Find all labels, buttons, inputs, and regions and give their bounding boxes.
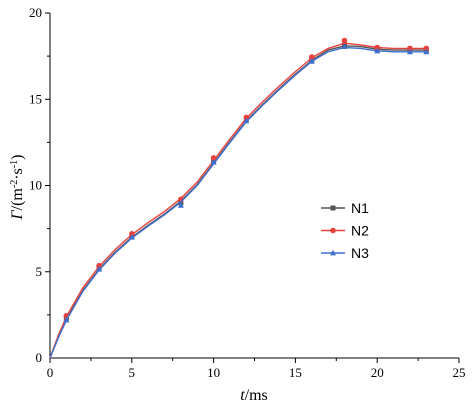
legend-item-n3: N3 [321, 245, 369, 261]
y-axis-title: Γ/(m-2·s-1) [9, 155, 27, 221]
legend-label-n2: N2 [351, 223, 369, 239]
data-point-n3 [423, 48, 430, 55]
legend-marker-n2 [330, 227, 336, 234]
y-axis-unit-prefix: /(m [9, 188, 26, 211]
y-tick-label: 15 [29, 91, 42, 106]
data-point-n3 [243, 117, 250, 124]
data-point-n2 [129, 231, 135, 237]
y-axis-symbol: Γ [9, 209, 26, 220]
legend: N1 N2 N3 [321, 200, 369, 261]
data-point-n2 [308, 54, 315, 60]
legend-marker-n1 [330, 205, 336, 211]
series-n2 [49, 37, 430, 359]
x-axis-symbol: t [240, 387, 245, 404]
series-n1 [49, 42, 429, 359]
y-tick-label: 10 [29, 178, 42, 193]
data-point-n3 [177, 202, 184, 208]
legend-item-n1: N1 [321, 200, 369, 216]
y-tick-label: 0 [36, 350, 43, 365]
x-tick-label: 25 [453, 365, 466, 380]
series-line-n2 [49, 42, 427, 359]
y-tick-label: 20 [29, 5, 42, 20]
data-point-n3 [374, 47, 381, 54]
data-point-n3 [341, 43, 348, 50]
ticks: 0 5 10 15 20 25 5 10 15 20 0 [29, 5, 466, 380]
x-tick-label: 15 [289, 365, 302, 380]
x-axis-unit: /ms [245, 387, 268, 404]
series-n3 [49, 43, 430, 359]
y-axis-unit-suffix: ) [9, 155, 26, 160]
data-point-n2 [374, 44, 381, 51]
x-tick-label: 20 [371, 365, 384, 380]
x-tick-label: 10 [207, 365, 220, 380]
data-point-n2 [96, 262, 102, 269]
series-line-n1 [49, 45, 427, 359]
data-point-n2 [423, 45, 430, 52]
data-point-n3 [128, 234, 135, 240]
legend-marker-n3 [330, 249, 336, 256]
data-point-n3 [308, 58, 315, 64]
x-tick-label: 0 [47, 365, 54, 380]
data-point-n3 [210, 159, 217, 165]
legend-item-n2: N2 [321, 223, 369, 239]
data-point-n2 [243, 114, 250, 121]
y-tick-label: 5 [36, 264, 43, 279]
data-point-n2 [341, 37, 348, 44]
legend-label-n3: N3 [351, 245, 369, 261]
x-axis-title: t/ms [240, 387, 268, 404]
y-axis-unit-exp1: -2 [9, 180, 20, 188]
data-point-n3 [63, 316, 70, 323]
data-point-n3 [406, 48, 413, 55]
data-point-n3 [96, 265, 103, 272]
series-line-n3 [49, 46, 427, 359]
axes [49, 13, 459, 359]
y-axis-unit-mid: ·s [9, 168, 26, 180]
legend-label-n1: N1 [351, 200, 369, 216]
series-layer [49, 37, 430, 359]
data-point-n2 [407, 45, 413, 52]
y-axis-unit-exp2: -1 [9, 160, 20, 168]
x-tick-label: 5 [129, 365, 136, 380]
data-point-n2 [210, 155, 217, 161]
